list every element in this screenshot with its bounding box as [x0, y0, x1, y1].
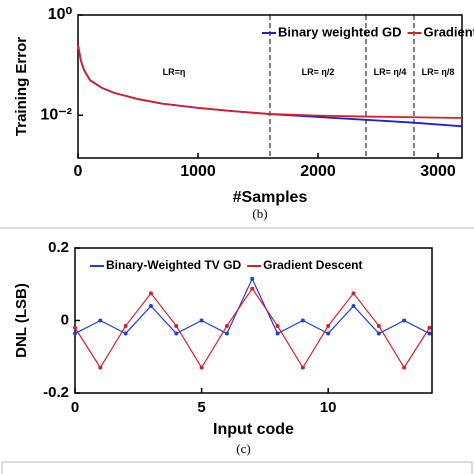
point — [123, 331, 128, 336]
point — [148, 304, 153, 308]
point — [351, 304, 356, 308]
point — [250, 286, 255, 291]
legend-label: Gradient descent — [424, 24, 474, 39]
y-tick-label: 10⁰ — [48, 6, 73, 23]
point — [402, 318, 407, 323]
x-tick-label: 5 — [197, 399, 205, 416]
x-tick-label: 0 — [74, 163, 83, 180]
y-tick-label: 0.2 — [48, 239, 69, 256]
point — [199, 318, 204, 323]
point — [376, 323, 381, 328]
y-tick-label: 10⁻² — [40, 106, 72, 123]
series-line — [77, 45, 463, 119]
point — [376, 331, 381, 336]
point — [174, 331, 179, 336]
x-axis-label: #Samples — [233, 189, 308, 206]
x-tick-label: 0 — [71, 399, 79, 416]
point — [427, 331, 432, 336]
point — [148, 291, 153, 296]
point — [174, 323, 179, 328]
point — [326, 323, 331, 328]
point — [224, 331, 229, 336]
plot-area — [77, 14, 463, 159]
plot-area — [74, 247, 433, 394]
point — [98, 318, 103, 323]
point — [275, 323, 280, 328]
y-tick-label: -0.2 — [43, 384, 69, 401]
panel-frame — [1, 461, 473, 474]
y-axis-label: Training Error — [13, 37, 30, 136]
x-axis-label: Input code — [213, 421, 294, 438]
point — [300, 318, 305, 323]
x-tick-label: 10 — [320, 399, 337, 416]
point — [326, 331, 331, 336]
x-tick-label: 2000 — [300, 163, 336, 180]
point — [199, 365, 204, 370]
x-tick-label: 1000 — [180, 163, 216, 180]
annotation: LR= η/2 — [302, 67, 335, 77]
y-tick-label: 0 — [61, 311, 69, 328]
point — [73, 331, 77, 336]
point — [250, 276, 255, 281]
annotation: LR= η/4 — [374, 67, 407, 77]
legend-label: Binary-Weighted TV GD — [106, 258, 241, 272]
point — [123, 323, 128, 328]
legend-label: Gradient Descent — [263, 258, 362, 272]
point — [98, 365, 103, 370]
point — [224, 323, 229, 328]
legend-label: Binary weighted GD — [278, 24, 402, 39]
annotation: LR=η — [163, 67, 186, 77]
point — [73, 325, 77, 330]
point — [427, 325, 432, 330]
point — [402, 365, 407, 370]
caption: (c) — [236, 441, 250, 456]
point — [275, 331, 280, 336]
point — [351, 291, 356, 296]
x-tick-label: 3000 — [420, 163, 456, 180]
y-axis-label: DNL (LSB) — [13, 283, 30, 358]
point — [300, 365, 305, 370]
annotation: LR= η/8 — [422, 67, 455, 77]
caption: (b) — [252, 206, 267, 221]
